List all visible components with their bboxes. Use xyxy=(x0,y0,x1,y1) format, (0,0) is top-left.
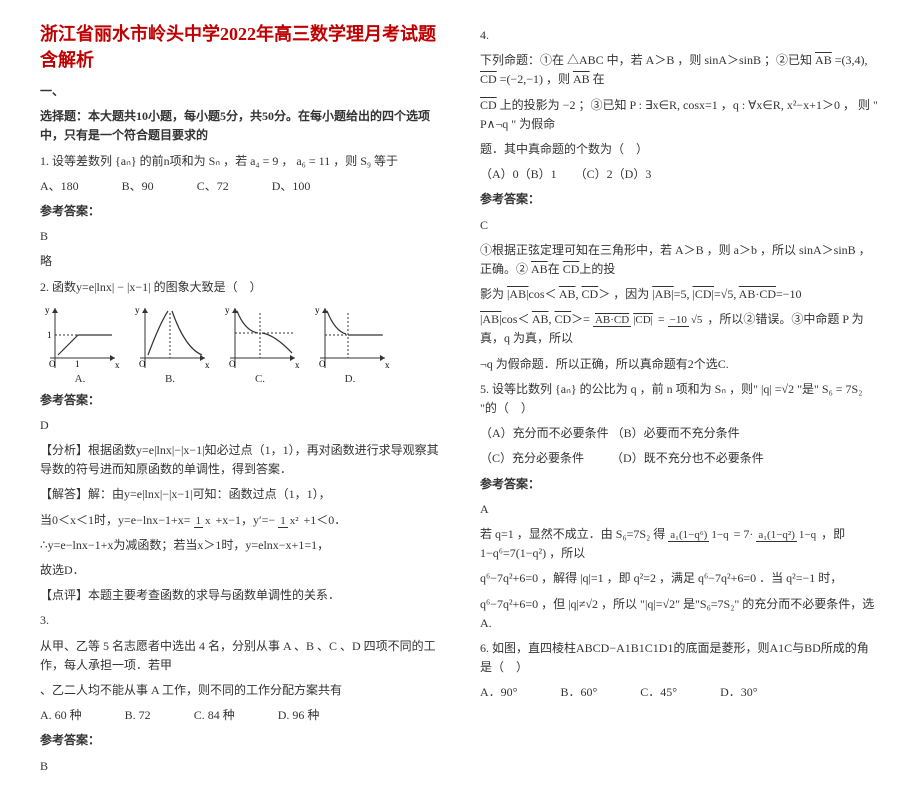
q3-ans: B xyxy=(40,757,440,776)
q4-num: 4. xyxy=(480,26,880,45)
q5-opt-c: （C）充分必要条件 xyxy=(480,451,584,465)
q3-num: 3. xyxy=(40,611,440,630)
q4-line1: 下列命题：①在 △ABC 中，若 A＞B ，则 sinA＞sinB ；②已知 A… xyxy=(480,51,880,89)
q3-text1: 从甲、乙等 5 名志愿者中选出 4 名，分别从事 A 、B 、C 、D 四项不同… xyxy=(40,637,440,675)
doc-title: 浙江省丽水市岭头中学2022年高三数学理月考试题含解析 xyxy=(40,20,440,72)
q5-ans: A xyxy=(480,500,880,519)
q3-opt-a: A. 60 种 xyxy=(40,706,82,725)
q2-analysis2: 【解答】解：由y=e|lnx|−|x−1|可知：函数过点（1，1）， xyxy=(40,485,440,504)
right-column: 4. 下列命题：①在 △ABC 中，若 A＞B ，则 sinA＞sinB ；②已… xyxy=(480,20,880,780)
q5-opts-ab: （A）充分而不必要条件 （B）必要而不充分条件 xyxy=(480,424,880,443)
q4-exp2: 影为 |AB|cos＜ AB, CD＞ ，因为 |AB|=5, |CD|=√5,… xyxy=(480,285,880,304)
q3-options: A. 60 种 B. 72 C. 84 种 D. 96 种 xyxy=(40,706,440,725)
svg-text:y: y xyxy=(135,305,140,315)
q6-opt-b: B．60° xyxy=(560,683,597,702)
left-column: 浙江省丽水市岭头中学2022年高三数学理月考试题含解析 一、 选择题：本大题共1… xyxy=(40,20,440,780)
q4-ans: C xyxy=(480,216,880,235)
q5-opt-a: （A）充分而不必要条件 xyxy=(480,426,609,440)
q1-options: A、180 B、90 C、72 D、100 xyxy=(40,177,440,196)
q5-e3: q⁶−7q²+6=0 ，但 |q|≠√2 ，所以 "|q|=√2" 是"S₆=7… xyxy=(480,595,880,633)
q5-opt-d: （D）既不充分也不必要条件 xyxy=(611,451,764,465)
q5-ans-label: 参考答案： xyxy=(480,475,880,494)
svg-text:y: y xyxy=(45,305,50,315)
q3-opt-d: D. 96 种 xyxy=(278,706,320,725)
q2-analysis5: 故选D． xyxy=(40,561,440,580)
q2-tip: 【点评】本题主要考查函数的求导与函数单调性的关系． xyxy=(40,586,440,605)
q2-analysis1: 【分析】根据函数y=e|lnx|−|x−1|知必过点（1，1），再对函数进行求导… xyxy=(40,441,440,479)
q5-opts-cd: （C）充分必要条件 （D）既不充分也不必要条件 xyxy=(480,449,880,468)
svg-text:x: x xyxy=(205,360,210,370)
q2-text: 2. 函数y=e|lnx| − |x−1| 的图象大致是（ ） xyxy=(40,278,440,297)
q1-text: 1. 设等差数列 {aₙ} 的前n项和为 Sₙ ，若 a₄ = 9 ， a₆ =… xyxy=(40,152,440,171)
q2-ans-label: 参考答案： xyxy=(40,391,440,410)
q2-analysis3: 当0＜x＜1时，y=e−lnx−1+x= 1x +x−1，y′=− 1x² +1… xyxy=(40,511,440,530)
q1-ans-label: 参考答案： xyxy=(40,202,440,221)
svg-text:O: O xyxy=(49,359,56,369)
svg-text:O: O xyxy=(139,359,146,369)
q4-opts: （A）0（B）1 （C）2（D）3 xyxy=(480,165,880,184)
q4-line2: CD 上的投影为 −2 ；③已知 P : ∃x∈R, cosx=1 ，q : ∀… xyxy=(480,96,880,134)
q2-ans: D xyxy=(40,416,440,435)
svg-text:y: y xyxy=(225,305,230,315)
q5-opt-b: （B）必要而不充分条件 xyxy=(612,426,740,440)
section-a-desc: 选择题：本大题共10小题，每小题5分，共50分。在每小题给出的四个选项中，只有是… xyxy=(40,107,440,145)
graph-c: x y O xyxy=(220,303,300,373)
q6-options: A．90° B．60° C．45° D．30° xyxy=(480,683,880,702)
q4-exp4: ¬q 为假命题．所以正确，所以真命题有2个选C. xyxy=(480,355,880,374)
q1-note: 略 xyxy=(40,252,440,271)
q1-opt-a: A、180 xyxy=(40,177,79,196)
graph-d-label: D. xyxy=(345,373,356,385)
graph-b: x y O xyxy=(130,303,210,373)
svg-text:x: x xyxy=(115,360,120,370)
q1-opt-d: D、100 xyxy=(272,177,311,196)
q6-opt-a: A．90° xyxy=(480,683,517,702)
q6-text: 6. 如图，直四棱柱ABCD−A1B1C1D1的底面是菱形，则A1C与BD所成的… xyxy=(480,639,880,677)
q2-graphs: x y O 1 1 A. x y O B. xyxy=(40,303,440,385)
graph-b-label: B. xyxy=(165,373,175,385)
svg-text:1: 1 xyxy=(47,330,52,340)
q5-e1: 若 q=1 ，显然不成立．由 S₆=7S₂ 得 a₁(1−q⁶)1−q = 7·… xyxy=(480,525,880,563)
graph-a: x y O 1 1 xyxy=(40,303,120,373)
q3-opt-b: B. 72 xyxy=(125,706,151,725)
q4-ans-label: 参考答案： xyxy=(480,190,880,209)
q3-text2: 、乙二人均不能从事 A 工作，则不同的工作分配方案共有 xyxy=(40,681,440,700)
svg-text:O: O xyxy=(319,359,326,369)
svg-text:1: 1 xyxy=(75,359,80,369)
q4-line3: 题．其中真命题的个数为（ ） xyxy=(480,140,880,159)
q6-opt-c: C．45° xyxy=(640,683,677,702)
svg-text:x: x xyxy=(295,360,300,370)
svg-text:y: y xyxy=(315,305,320,315)
q2-analysis4: ∴y=e−lnx−1+x为减函数；若当x＞1时，y=elnx−x+1=1， xyxy=(40,536,440,555)
q1-opt-c: C、72 xyxy=(197,177,229,196)
q5-e2: q⁶−7q²+6=0 ，解得 |q|=1 ，即 q²=2 ，满足 q⁶−7q²+… xyxy=(480,569,880,588)
svg-text:O: O xyxy=(229,359,236,369)
graph-c-label: C. xyxy=(255,373,265,385)
svg-text:x: x xyxy=(385,360,390,370)
section-a-num: 一、 xyxy=(40,84,64,98)
graph-d: x y O xyxy=(310,303,390,373)
q4-exp1: ①根据正弦定理可知在三角形中，若 A＞B ，则 a＞b ，所以 sinA＞sin… xyxy=(480,241,880,279)
q1-opt-b: B、90 xyxy=(122,177,154,196)
q5-text: 5. 设等比数列 {aₙ} 的公比为 q ，前 n 项和为 Sₙ ，则" |q|… xyxy=(480,380,880,418)
q1-ans: B xyxy=(40,227,440,246)
q3-ans-label: 参考答案： xyxy=(40,731,440,750)
q4-exp3: |AB|cos＜ AB, CD＞= AB·CD|CD| = −10√5 ，所以②… xyxy=(480,310,880,348)
q3-opt-c: C. 84 种 xyxy=(194,706,235,725)
q6-opt-d: D．30° xyxy=(720,683,757,702)
graph-a-label: A. xyxy=(75,373,86,385)
